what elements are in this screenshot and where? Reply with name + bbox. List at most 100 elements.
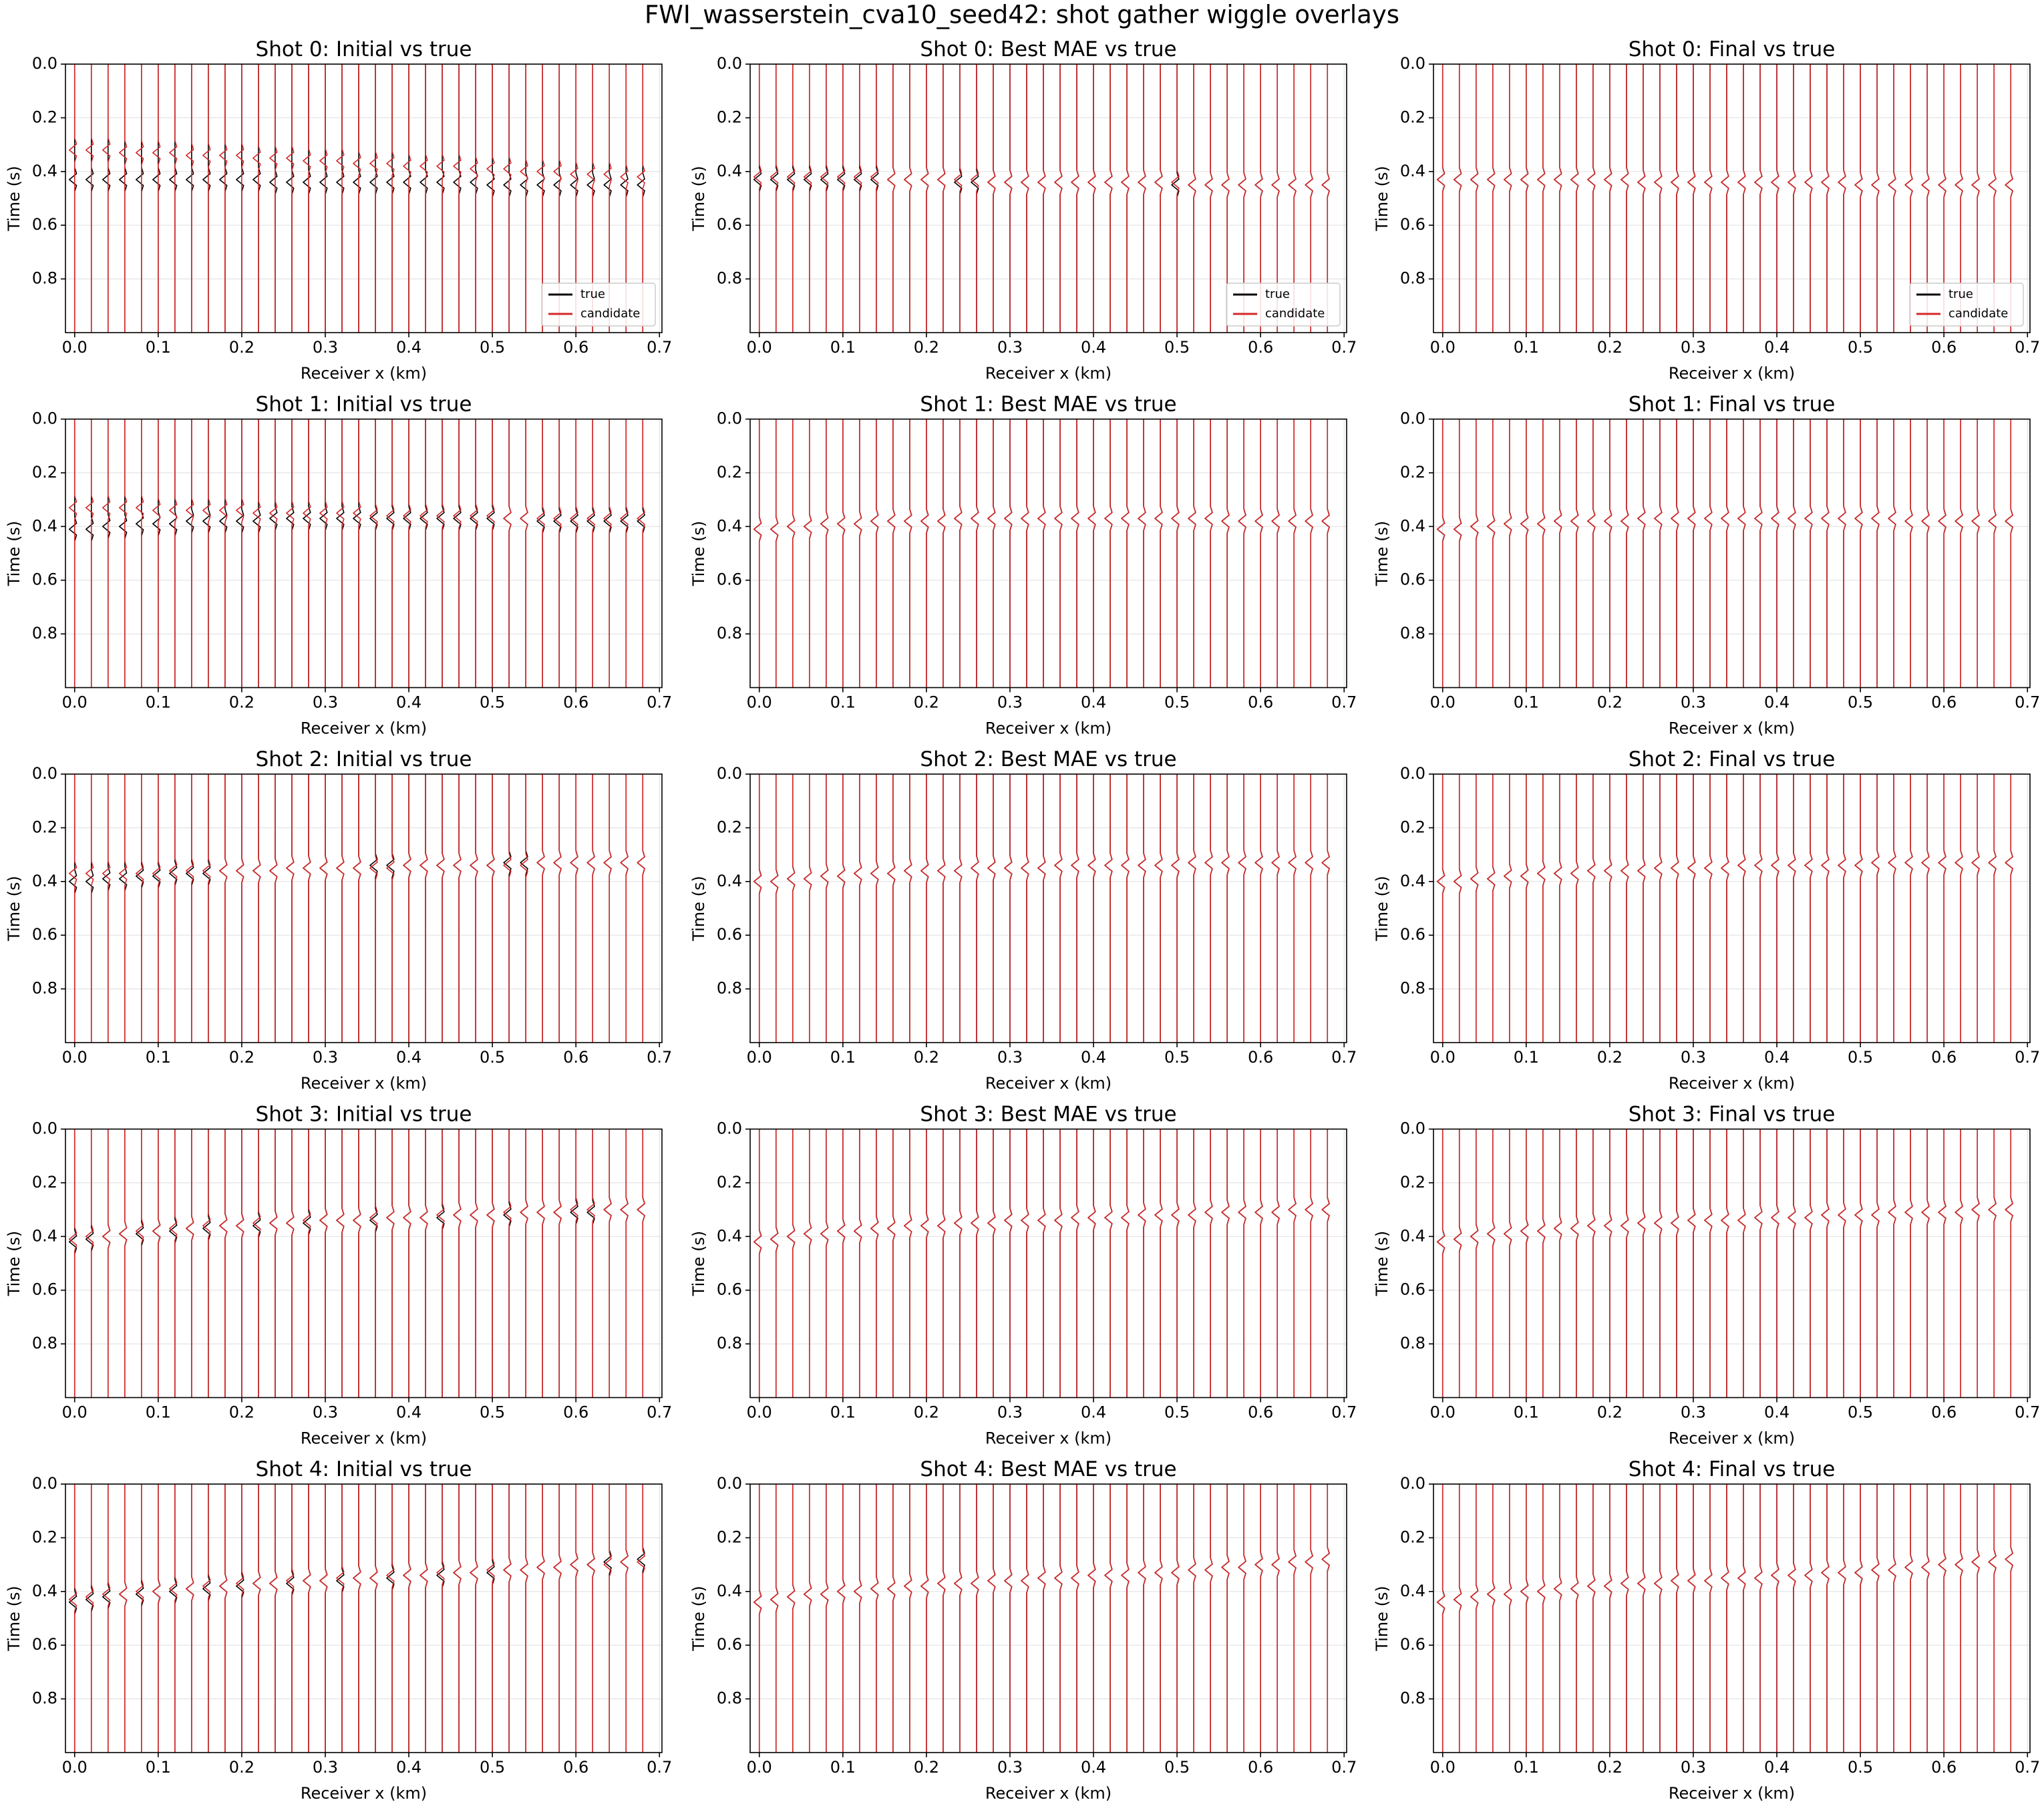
trace: [854, 1129, 862, 1398]
trace: [219, 1484, 228, 1753]
trace: [887, 64, 896, 333]
trace: [369, 774, 378, 1043]
trace: [1721, 419, 1729, 688]
trace: [1071, 774, 1079, 1043]
trace: [1854, 64, 1863, 333]
trace: [1554, 64, 1562, 333]
trace: [503, 419, 512, 688]
trace: [319, 1129, 328, 1398]
x-tick-label: 0.0: [62, 1758, 88, 1777]
trace: [1671, 774, 1679, 1043]
x-tick-label: 0.0: [747, 1758, 772, 1777]
trace: [1938, 1129, 1946, 1398]
trace: [904, 1484, 912, 1753]
trace: [1154, 1484, 1163, 1753]
x-tick-label: 0.6: [1931, 693, 1956, 712]
trace: [820, 774, 829, 1043]
x-tick-label: 0.2: [1597, 1048, 1623, 1067]
x-tick-label: 0.2: [229, 338, 254, 357]
trace: [1587, 64, 1596, 333]
trace: [102, 1484, 111, 1753]
y-tick-label: 0.4: [1400, 516, 1425, 535]
trace: [503, 1129, 512, 1398]
subplot: Shot 3: Final vs true 0.0 0.1 0.2 0.3 0.4 0.5 0…: [1373, 1103, 2040, 1448]
x-tick-label: 0.5: [480, 1403, 505, 1422]
y-tick-label: 0.6: [1400, 215, 1425, 234]
trace: [119, 64, 128, 333]
y-tick-label: 0.4: [717, 162, 742, 180]
trace: [1221, 774, 1230, 1043]
trace: [152, 774, 161, 1043]
trace: [1054, 1484, 1063, 1753]
x-tick-label: 0.5: [1164, 1403, 1190, 1422]
trace: [1188, 419, 1196, 688]
trace: [119, 1129, 128, 1398]
axes-frame: [1433, 63, 2031, 333]
trace: [1570, 64, 1579, 333]
trace: [286, 1484, 295, 1753]
legend: true candidate: [1226, 283, 1341, 327]
trace: [1654, 1484, 1663, 1753]
trace: [68, 774, 77, 1043]
trace: [1821, 774, 1830, 1043]
y-tick-label: 0.6: [1400, 1280, 1425, 1299]
trace: [1121, 419, 1130, 688]
trace: [1504, 1484, 1512, 1753]
y-tick-label: 0.0: [32, 1119, 57, 1138]
trace: [353, 1129, 361, 1398]
trace: [1436, 774, 1445, 1043]
trace: [102, 419, 111, 688]
y-tick-label: 0.4: [717, 1582, 742, 1600]
trace: [1921, 1129, 1930, 1398]
trace: [1687, 1129, 1696, 1398]
trace: [269, 64, 278, 333]
trace: [68, 1484, 77, 1753]
x-axis-label: Receiver x (km): [301, 1784, 427, 1803]
trace: [1453, 1129, 1462, 1398]
subplot-title: Shot 3: Best MAE vs true: [920, 1103, 1176, 1127]
trace: [85, 774, 94, 1043]
x-tick-label: 0.5: [1848, 1403, 1873, 1422]
trace: [520, 774, 528, 1043]
trace: [1520, 419, 1529, 688]
legend-label: true: [580, 287, 605, 301]
trace: [1504, 1129, 1512, 1398]
axes-frame: [749, 773, 1347, 1043]
trace: [486, 64, 495, 333]
x-tick-label: 0.0: [1430, 1758, 1456, 1777]
y-tick-label: 0.8: [1400, 1689, 1425, 1708]
x-tick-label: 0.7: [2015, 693, 2040, 712]
trace: [1436, 419, 1445, 688]
trace: [804, 1484, 812, 1753]
trace: [1054, 419, 1063, 688]
trace: [1453, 419, 1462, 688]
trace: [386, 64, 395, 333]
trace: [603, 1129, 612, 1398]
trace: [1737, 774, 1746, 1043]
x-tick-label: 0.3: [997, 338, 1023, 357]
x-tick-label: 0.6: [563, 1758, 588, 1777]
x-tick-label: 0.2: [1597, 1758, 1623, 1777]
legend-label: candidate: [1948, 307, 2008, 321]
trace: [436, 774, 445, 1043]
trace: [1037, 419, 1046, 688]
trace: [1704, 1484, 1713, 1753]
trace: [1004, 419, 1013, 688]
trace: [1453, 774, 1462, 1043]
y-tick-label: 0.2: [717, 1173, 742, 1192]
trace: [1037, 1484, 1046, 1753]
trace: [1087, 64, 1096, 333]
trace: [786, 419, 796, 688]
y-axis-label: Time (s): [1373, 521, 1391, 587]
x-axis-label: Receiver x (km): [1669, 1429, 1795, 1448]
x-tick-label: 0.0: [1430, 693, 1456, 712]
trace: [937, 774, 946, 1043]
x-tick-label: 0.6: [563, 1048, 588, 1067]
trace: [1487, 1484, 1496, 1753]
trace: [1904, 1129, 1913, 1398]
subplot-title: Shot 3: Initial vs true: [256, 1103, 472, 1127]
trace: [1221, 1129, 1230, 1398]
y-tick-label: 0.2: [1400, 1527, 1425, 1546]
trace: [1104, 64, 1113, 333]
y-tick-label: 0.2: [1400, 1173, 1425, 1192]
